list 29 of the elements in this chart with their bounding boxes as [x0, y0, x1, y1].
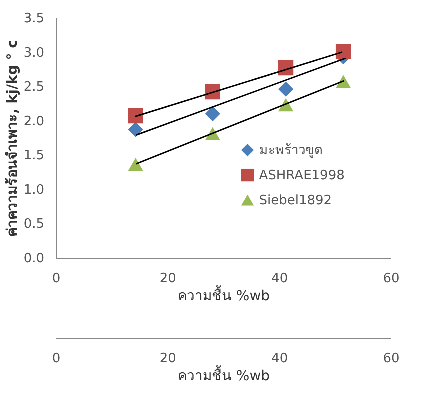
x-tick-label: 0 — [52, 272, 61, 286]
x2-axis-title: ความชื้น %wb — [178, 366, 270, 384]
x-tick-label: 60 — [383, 272, 400, 286]
point — [205, 106, 220, 122]
legend-label: ASHRAE1998 — [259, 168, 345, 184]
y-tick-label: 1.5 — [24, 148, 44, 164]
x-tick-label: 20 — [160, 272, 176, 286]
x-tick-label: 40 — [272, 272, 288, 286]
y-tick-label: 0.0 — [24, 252, 44, 266]
y-tick-label: 0.5 — [24, 217, 44, 232]
y-tick-label: 2.0 — [24, 114, 44, 130]
point — [128, 122, 144, 138]
point — [336, 75, 352, 88]
x-axis-title: ความชื้น %wb — [178, 286, 270, 304]
y-tick-label: 1.0 — [24, 182, 44, 198]
x2-tick-label: 0 — [52, 352, 61, 366]
y-tick-label: 3.0 — [24, 46, 44, 61]
y-axis-title: ค่าความร้อนจำเพาะ, kj/kg ° c — [4, 40, 21, 237]
point — [278, 82, 294, 97]
legend-label: มะพร้าวขูด — [259, 143, 322, 158]
point — [336, 44, 352, 60]
x2-tick-label: 20 — [160, 352, 176, 366]
point — [128, 158, 144, 172]
x2-tick-label: 60 — [383, 352, 400, 366]
y-tick-label: 3.5 — [24, 12, 44, 26]
point — [128, 108, 144, 124]
y-tick-label: 2.5 — [24, 80, 44, 96]
x2-tick-label: 40 — [272, 352, 288, 366]
legend-label: Siebel1892 — [259, 193, 332, 208]
